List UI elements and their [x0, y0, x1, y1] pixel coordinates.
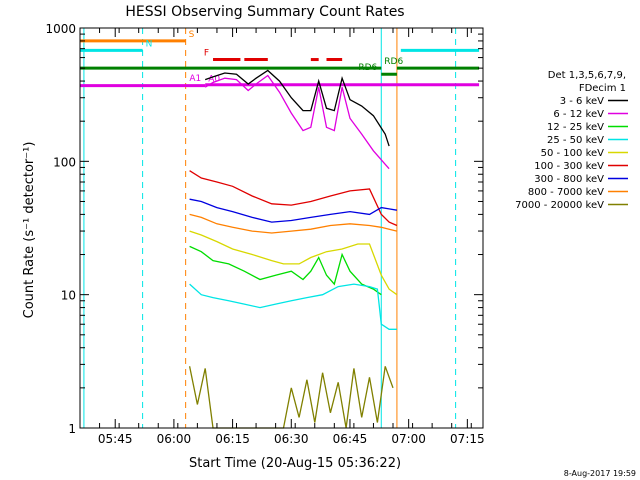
x-tick-label-5: 07:00 [391, 432, 426, 446]
flag-label-0: S [189, 30, 195, 40]
series-lines [188, 69, 398, 429]
legend-label-1: 6 - 12 keV [553, 109, 604, 120]
x-tick-label-2: 06:15 [215, 432, 250, 446]
x-tick-label-6: 07:15 [450, 432, 485, 446]
x-axis-label: Start Time (20-Aug-15 05:36:22) [189, 456, 401, 471]
legend-label-8: 7000 - 20000 keV [515, 200, 604, 211]
legend: Det 1,3,5,6,7,9, FDecim 1 3 - 6 keV 6 - 12 … [515, 70, 628, 211]
series-line-7 [189, 213, 398, 234]
y-tick-label-2: 100 [53, 155, 76, 169]
axes: 1 10 100 1000 05:45 06:00 06:15 06:30 06:45 07:00… [45, 22, 484, 446]
legend-header-1: FDecim 1 [579, 83, 626, 94]
y-tick-label-1: 10 [61, 289, 76, 303]
legend-label-2: 12 - 25 keV [547, 122, 604, 133]
x-tick-label-3: 06:30 [274, 432, 309, 446]
series-line-8 [188, 366, 394, 429]
y-axis-label: Count Rate (s⁻¹ detector⁻¹) [22, 142, 37, 319]
legend-label-5: 100 - 300 keV [534, 161, 604, 172]
x-tick-label-1: 06:00 [157, 432, 192, 446]
series-line-5 [189, 170, 398, 227]
flag-label-5: A0 [208, 75, 220, 85]
x-tick-label-4: 06:45 [333, 432, 368, 446]
flag-label-6: A1 [189, 74, 201, 84]
series-line-1 [204, 74, 390, 170]
series-line-4 [189, 230, 398, 296]
flag-label-2: F [204, 49, 209, 59]
flag-bars: S N F RD6 RD6 A0 A1 [80, 30, 480, 88]
legend-label-3: 25 - 50 keV [547, 135, 604, 146]
vertical-markers [83, 28, 457, 428]
legend-header-0: Det 1,3,5,6,7,9, [548, 70, 626, 81]
legend-label-7: 800 - 7000 keV [528, 187, 604, 198]
legend-label-6: 300 - 800 keV [534, 174, 604, 185]
flag-label-1: N [146, 39, 153, 49]
legend-label-4: 50 - 100 keV [541, 148, 605, 159]
chart-title: HESSI Observing Summary Count Rates [125, 4, 404, 20]
y-tick-label-3: 1000 [45, 22, 76, 36]
flag-label-3: RD6 [384, 57, 403, 67]
series-line-6 [189, 198, 398, 223]
y-tick-label-0: 1 [68, 422, 76, 436]
legend-label-0: 3 - 6 keV [560, 96, 604, 107]
plot-frame [79, 27, 484, 429]
series-line-2 [189, 245, 382, 296]
flag-label-4: RD6 [358, 63, 377, 73]
x-tick-label-0: 05:45 [98, 432, 133, 446]
series-line-3 [189, 283, 397, 330]
series-line-0 [204, 69, 390, 147]
date-stamp: 8-Aug-2017 19:59 [564, 469, 636, 478]
